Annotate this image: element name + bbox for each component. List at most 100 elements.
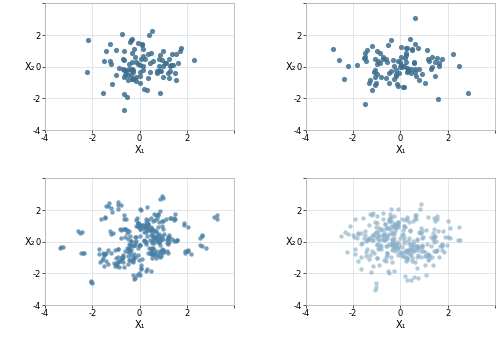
Point	[377, 246, 385, 251]
Point	[430, 239, 438, 245]
Point	[400, 223, 407, 228]
Point	[422, 254, 430, 259]
Point	[120, 68, 128, 73]
Point	[374, 58, 382, 64]
Point	[383, 250, 391, 256]
Point	[388, 255, 396, 260]
Point	[428, 64, 436, 69]
Point	[136, 206, 144, 212]
Point	[412, 213, 420, 218]
Point	[409, 219, 417, 224]
Point	[129, 77, 137, 82]
Point	[362, 253, 370, 259]
Point	[164, 75, 172, 81]
Point	[370, 251, 378, 256]
Point	[388, 231, 396, 236]
Point	[364, 236, 372, 242]
Point	[403, 65, 411, 70]
Point	[430, 233, 438, 239]
Point	[171, 212, 179, 217]
Point	[373, 255, 381, 260]
Point	[104, 247, 112, 253]
Point	[168, 216, 175, 221]
Point	[113, 260, 121, 266]
Point	[76, 230, 84, 235]
Point	[390, 268, 398, 273]
Point	[148, 228, 156, 233]
Point	[214, 217, 222, 222]
Point	[394, 219, 402, 225]
Point	[120, 92, 128, 97]
Point	[88, 279, 96, 284]
Point	[421, 262, 429, 268]
Point	[152, 230, 160, 235]
Point	[184, 247, 192, 253]
Point	[390, 76, 398, 81]
Point	[376, 227, 384, 233]
Point	[146, 227, 154, 233]
Point	[413, 243, 421, 248]
Point	[374, 256, 382, 261]
Point	[436, 255, 444, 260]
Point	[146, 245, 154, 251]
Point	[158, 218, 166, 224]
Point	[130, 46, 138, 52]
Point	[380, 257, 388, 262]
Point	[150, 252, 158, 258]
Point	[433, 55, 441, 61]
Point	[454, 63, 462, 69]
Point	[432, 248, 440, 254]
Point	[150, 251, 158, 256]
Point	[126, 39, 134, 45]
Point	[130, 256, 138, 261]
Point	[141, 238, 149, 244]
Point	[417, 225, 425, 231]
Point	[428, 54, 436, 60]
Point	[142, 268, 150, 273]
Point	[367, 270, 375, 275]
Point	[390, 248, 398, 254]
Point	[386, 271, 394, 276]
Point	[438, 243, 446, 249]
Point	[392, 71, 400, 76]
Point	[373, 221, 381, 226]
Point	[128, 37, 136, 42]
Point	[132, 234, 140, 239]
Point	[100, 264, 108, 269]
Point	[106, 228, 114, 234]
Point	[406, 36, 414, 42]
Point	[154, 68, 162, 74]
Point	[124, 245, 132, 251]
Point	[128, 67, 136, 73]
Point	[158, 223, 166, 228]
Point	[404, 255, 411, 261]
Point	[374, 241, 382, 247]
Point	[412, 216, 420, 222]
Point	[95, 251, 103, 257]
Point	[159, 237, 167, 242]
Point	[366, 77, 374, 82]
Point	[392, 241, 400, 246]
Point	[149, 218, 157, 224]
Point	[382, 225, 390, 231]
Point	[380, 233, 388, 238]
Point	[422, 272, 430, 277]
Point	[402, 259, 410, 264]
Point	[149, 245, 157, 251]
Point	[120, 107, 128, 113]
Point	[140, 63, 147, 68]
Point	[455, 224, 463, 230]
Point	[397, 44, 405, 49]
Point	[154, 212, 162, 217]
Point	[439, 229, 447, 234]
Point	[166, 215, 174, 221]
Point	[98, 257, 106, 263]
Point	[402, 60, 410, 65]
Point	[359, 215, 367, 220]
Point	[413, 265, 421, 271]
Point	[397, 251, 405, 256]
Point	[125, 228, 133, 234]
Point	[432, 238, 440, 243]
Point	[422, 253, 430, 259]
Point	[164, 250, 172, 256]
